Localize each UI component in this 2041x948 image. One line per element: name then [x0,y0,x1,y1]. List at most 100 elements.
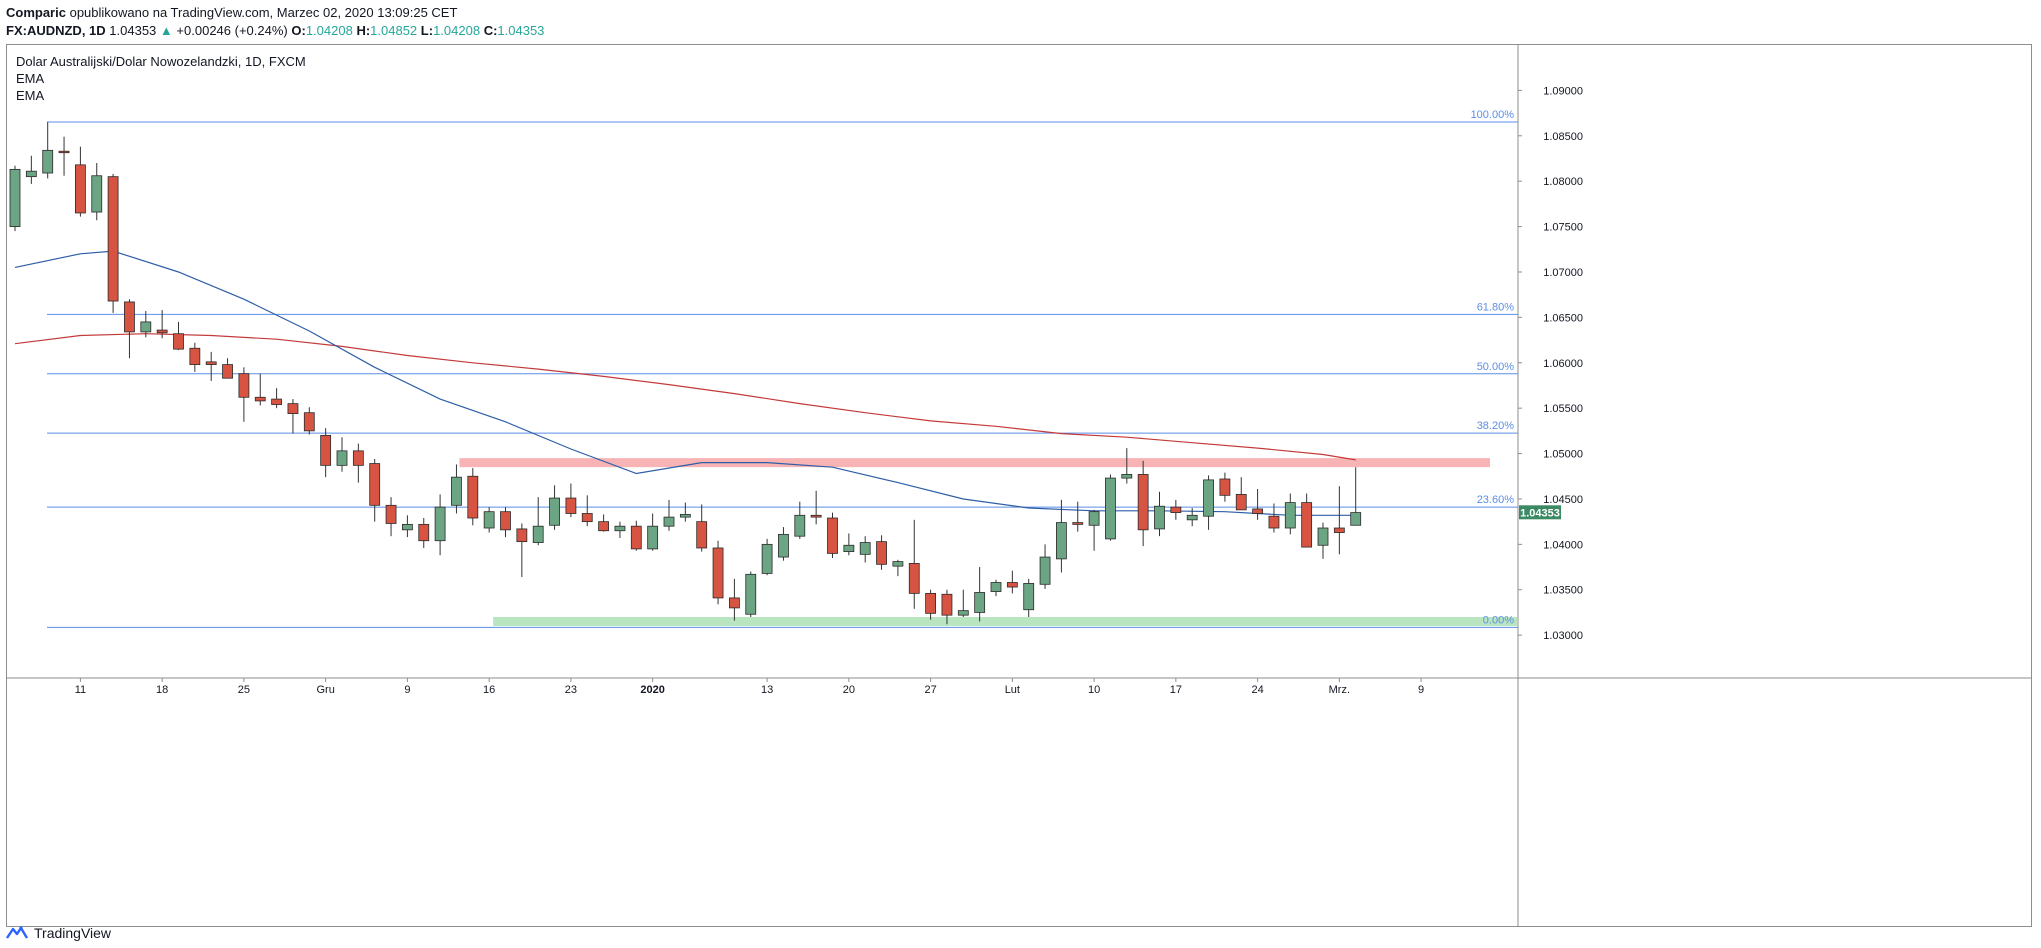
candle-body[interactable] [1252,508,1263,514]
price-axis[interactable] [1519,45,2032,926]
candle-body[interactable] [516,528,528,543]
candle-body[interactable] [156,329,168,334]
candle-body[interactable] [925,592,936,614]
candle-body[interactable] [1072,522,1084,525]
candle-body[interactable] [598,521,609,532]
candle-body[interactable] [1350,512,1362,526]
candle-body[interactable] [630,525,642,550]
candle-body[interactable] [352,450,364,466]
candle-body[interactable] [385,504,397,524]
candle-body[interactable] [418,523,430,542]
candle-body[interactable] [1023,582,1035,611]
candle-body[interactable] [778,533,789,558]
candle-body[interactable] [434,506,446,542]
chart-legend: Dolar Australijski/Dolar Nowozelandzki, … [16,53,306,104]
candle-body[interactable] [729,597,740,609]
candle-body[interactable] [957,610,969,616]
candle-body[interactable] [532,525,544,543]
candle-body[interactable] [794,514,806,537]
candle-body[interactable] [614,525,626,532]
candle-body[interactable] [483,511,495,529]
candle-body[interactable] [58,150,70,154]
author-name[interactable]: Comparic [6,5,66,20]
candle-body[interactable] [238,373,250,398]
candle-body[interactable] [1203,479,1214,517]
candle-body[interactable] [189,347,201,365]
candle-body[interactable] [810,514,822,518]
candle-body[interactable] [467,475,479,519]
candle-body[interactable] [287,403,299,415]
candle-body[interactable] [9,168,21,227]
candle-body[interactable] [1154,505,1165,530]
candle-body[interactable] [1170,506,1182,513]
candle-body[interactable] [1301,502,1313,548]
candle-body[interactable] [1219,478,1231,496]
candle-body[interactable] [25,170,37,178]
candle-body[interactable] [565,497,577,514]
support-zone[interactable] [493,616,1517,627]
candle-body[interactable] [1056,522,1067,560]
candle-body[interactable] [892,561,904,567]
candle-body[interactable] [663,516,675,527]
candle-body[interactable] [1268,515,1280,529]
candle-body[interactable] [745,573,757,615]
candle-body[interactable] [581,513,593,523]
candle-body[interactable] [1088,511,1100,526]
legend-title: Dolar Australijski/Dolar Nowozelandzki, … [16,54,306,69]
candle-body[interactable] [500,511,511,531]
candle-body[interactable] [1284,502,1296,529]
candle-body[interactable] [254,396,266,402]
candle-body[interactable] [1137,474,1149,531]
candle-body[interactable] [42,149,54,174]
candle-body[interactable] [222,364,233,379]
resistance-zone[interactable] [459,458,1491,468]
candle-body[interactable] [303,412,315,432]
candle-body[interactable] [451,476,462,506]
candle-body[interactable] [647,525,659,550]
candle-body[interactable] [124,301,135,333]
candle-body[interactable] [1039,556,1051,585]
legend-ema-2[interactable]: EMA [16,88,45,103]
x-tick-label: 17 [1170,684,1182,696]
legend-ema-1[interactable]: EMA [16,71,45,86]
candle-body[interactable] [271,398,283,405]
tradingview-brand[interactable]: TradingView [34,925,112,941]
candle-body[interactable] [712,547,724,599]
candle-body[interactable] [1186,514,1198,521]
candle-body[interactable] [908,563,920,594]
ema-slow-line[interactable] [14,333,1356,461]
candle-body[interactable] [336,450,348,466]
candle-body[interactable] [696,521,708,549]
candle-body[interactable] [827,517,838,554]
candle-body[interactable] [1105,477,1116,540]
candle-body[interactable] [401,523,413,531]
candle-body[interactable] [1333,527,1345,533]
candle-body[interactable] [974,592,986,613]
open-value: 1.04208 [305,23,353,38]
tradingview-logo-icon[interactable] [6,925,28,941]
candle-body[interactable] [1317,527,1329,546]
candle-body[interactable] [941,593,953,616]
candle-body[interactable] [990,582,1002,592]
candle-body[interactable] [876,541,887,565]
candle-body[interactable] [107,176,119,302]
close-label: C: [483,23,498,38]
candle-body[interactable] [859,542,871,555]
candle-body[interactable] [369,463,381,506]
candle-body[interactable] [320,435,332,466]
candle-body[interactable] [91,175,103,213]
candle-body[interactable] [549,497,560,526]
candle-body[interactable] [75,164,86,214]
candle-body[interactable] [205,361,217,365]
chart-frame[interactable] [6,44,2032,927]
candle-body[interactable] [843,544,855,553]
candle-body[interactable] [679,513,691,518]
candle-body[interactable] [140,321,152,333]
candle-body[interactable] [1121,474,1133,479]
ema-fast-line[interactable] [14,250,1356,516]
candle-body[interactable] [1235,494,1247,511]
candle-body[interactable] [1006,582,1018,588]
candle-body[interactable] [173,333,184,350]
candle-body[interactable] [761,543,773,574]
